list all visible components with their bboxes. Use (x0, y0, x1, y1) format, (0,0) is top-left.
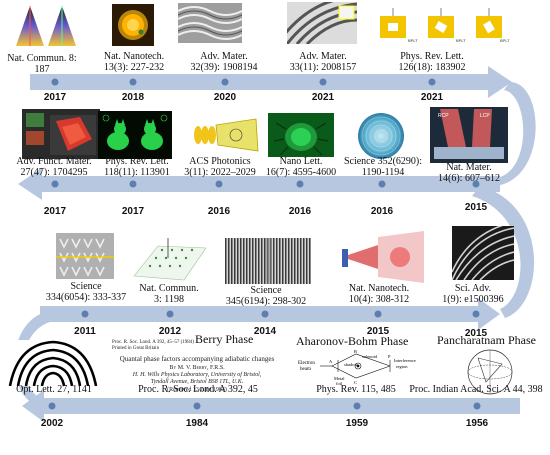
ab-electron-label: Electron (298, 361, 315, 366)
year-2018: 2018 (121, 92, 145, 103)
ref-science-2016: Science 352(6290): 1190-1194 (343, 156, 423, 178)
ref-nat-commun-2012: Nat. Commun. 3: 1198 (139, 283, 199, 305)
year-2016-a: 2016 (207, 206, 231, 217)
year-2002: 2002 (40, 418, 64, 429)
year-2015-b: 2015 (366, 326, 390, 337)
berry-paper-header: Proc. R. Soc. Lond. A 392, 45–57 (1984) … (112, 340, 194, 351)
ab-beam-label: beam (300, 367, 311, 372)
thumb-spin-beams: RCP LCP (430, 107, 508, 163)
ref-adv-funct-mater-2017: Adv. Funct. Mater. 27(47): 1704295 (16, 156, 92, 178)
thumb-fork-grating (8, 340, 98, 386)
thumb-structured-light-cones (12, 2, 80, 50)
ref-nat-nanotech-2018: Nat. Nanotech. 13(3): 227-232 (103, 51, 165, 73)
thumb-grayscale-pattern-1 (178, 3, 242, 43)
row1-arrow (30, 66, 512, 98)
uturn-right-upper (495, 82, 536, 186)
year-2021-a: 2021 (311, 92, 335, 103)
year-2021-b: 2021 (420, 92, 444, 103)
ref-adv-mater-2020: Adv. Mater. 32(39): 1908194 (190, 51, 258, 73)
thumb-gold-ring-device (112, 4, 154, 46)
ref-sci-adv-2015: Sci. Adv. 1(9): e1500396 (442, 283, 504, 305)
ab-a-label: A (329, 359, 333, 364)
thumb-ab-setup: Electron beam shadow solenoid Interferen… (298, 348, 418, 390)
thumb-poincare-sphere (450, 346, 532, 396)
year-2015-a: 2015 (464, 202, 488, 213)
year-2017-c: 2017 (121, 206, 145, 217)
ab-foil-label: foil (336, 381, 343, 386)
year-2016-b: 2016 (288, 206, 312, 217)
ref-acs-photonics-2016: ACS Photonics 3(11): 2022–2029 (184, 156, 256, 178)
ab-b-label: B (354, 349, 357, 354)
pbp-label-3: BPLT (500, 38, 510, 43)
ab-interference-label: Interference (394, 358, 416, 363)
year-1984: 1984 (185, 418, 209, 429)
ab-p-label: P (388, 354, 391, 359)
thumb-vortex-beam-setup (338, 231, 426, 283)
thumb-curved-metasurface (452, 226, 514, 280)
lcp-text: RCP (438, 113, 449, 119)
year-2014: 2014 (253, 326, 277, 337)
thumb-holographic-display (22, 109, 100, 159)
ref-proc-r-soc-1984: Proc. R. Soc. Lond. A 392, 45 (138, 384, 258, 395)
year-2011: 2011 (74, 326, 96, 337)
year-2012: 2012 (158, 326, 182, 337)
ref-prl-2021: Phys. Rev. Lett. 126(18): 183902 (398, 51, 466, 73)
ref-phys-rev-1959: Phys. Rev. 115, 485 (316, 384, 396, 395)
thumb-green-beetle (268, 113, 334, 157)
year-2016-c: 2016 (370, 206, 394, 217)
ref-adv-mater-2021: Adv. Mater. 33(11): 2008157 (289, 51, 357, 73)
year-1959: 1959 (345, 418, 369, 429)
berry-phase-title: Berry Phase (195, 332, 254, 346)
ab-c-label: C (354, 380, 357, 385)
year-2017-a: 2017 (43, 92, 67, 103)
ref-nat-mater-2015: Nat. Mater. 14(6): 607–612 (438, 162, 500, 184)
pbp-label-2: BPLT (456, 38, 466, 43)
thumb-curved-stripes (287, 2, 357, 44)
ref-science-2014: Science 345(6194): 298-302 (225, 285, 307, 307)
timeline-dots (48, 78, 481, 410)
thumb-interference-fringes (225, 238, 311, 284)
ref-nano-lett-2016: Nano Lett. 16(7): 4595-4600 (265, 156, 337, 178)
ref-science-2011: Science 334(6054): 333-337 (45, 281, 127, 303)
ref-proc-indian-acad-1956: Proc. Indian Acad. Sci. A 44, 398 (409, 384, 543, 395)
pancharatnam-phase-title: Pancharatnam Phase (437, 333, 536, 347)
thumb-dipole-grid (128, 236, 208, 282)
thumb-pbp-rotated-squares: BPLT BPLT BPLT (376, 6, 516, 46)
uturn-right-lower (472, 186, 535, 318)
ref-opt-lett-2002: Opt. Lett. 27, 1141 (16, 384, 92, 395)
year-2015-c: 2015 (464, 328, 488, 339)
year-2020: 2020 (213, 92, 237, 103)
row4-arrow (22, 390, 520, 422)
pbp-label-1: BPLT (408, 38, 418, 43)
berry-paper-body: Quantal phase factors accompanying adiab… (119, 355, 275, 394)
ab-region-label: region (396, 364, 408, 369)
thumb-v-antenna-array (56, 233, 114, 279)
year-2017-b: 2017 (43, 206, 67, 217)
ref-prl-2017: Phys. Rev. Lett. 118(11): 113901 (104, 156, 170, 178)
ref-nat-nanotech-2015: Nat. Nanotech. 10(4): 308-312 (348, 283, 410, 305)
thumb-helix-spin-hall (190, 113, 260, 155)
ab-phase-title: Aharonov-Bohm Phase (296, 334, 409, 348)
thumb-fresnel-lens (350, 110, 412, 162)
row3-arrow (40, 298, 500, 330)
ab-metal-label: Metal (334, 376, 345, 381)
ref-nat-commun-2017: Nat. Commun. 8: 187 (7, 53, 77, 75)
rcp-text: LCP (480, 113, 490, 119)
ab-solenoid-label: solenoid (362, 354, 378, 359)
year-1956: 1956 (465, 418, 489, 429)
row2-arrow (18, 168, 500, 200)
ab-shadow-label: shadow (344, 362, 358, 367)
thumb-green-cats-hologram (98, 111, 172, 159)
